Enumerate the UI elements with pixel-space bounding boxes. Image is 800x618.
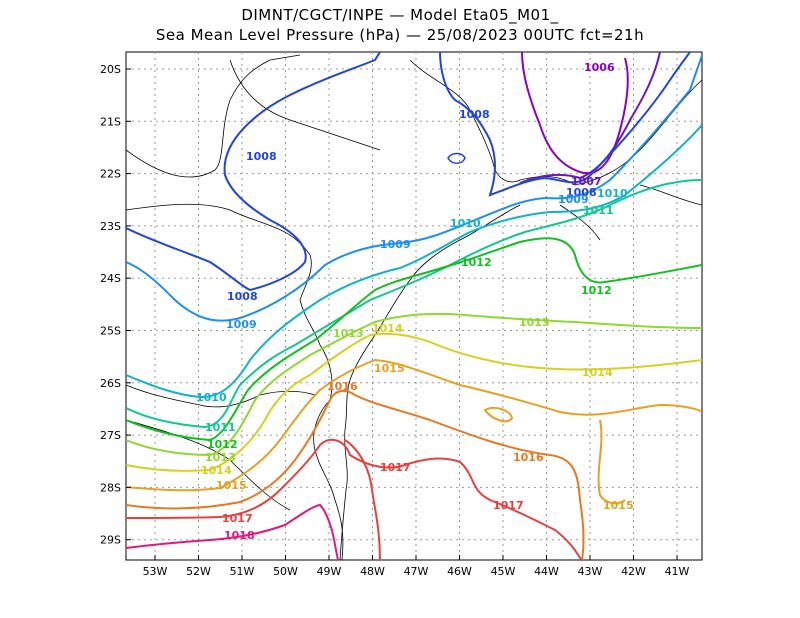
lon-tick-label: 41W (665, 565, 690, 578)
label-1010-a: 1010 (450, 217, 481, 230)
label-1015-a: 1015 (374, 362, 405, 375)
label-1008-d: 1008 (566, 186, 597, 199)
lat-tick-label: 25S (100, 325, 121, 338)
label-1007: 1007 (571, 175, 602, 188)
label-1008-b: 1008 (246, 150, 277, 163)
lat-tick-label: 27S (100, 429, 121, 442)
label-1014-b: 1014 (582, 366, 613, 379)
isobar-1009 (126, 54, 702, 322)
isobar-1013 (126, 312, 702, 457)
label-1011-b: 1011 (205, 421, 236, 434)
lat-tick-label: 29S (100, 534, 121, 547)
label-1012-c: 1012 (581, 284, 612, 297)
lon-tick-label: 51W (230, 565, 255, 578)
lat-tick-label: 24S (100, 272, 121, 285)
map-frame (125, 51, 703, 561)
label-1012-a: 1012 (461, 256, 492, 269)
isobar-1017-inner (344, 439, 381, 560)
lon-tick-label: 43W (578, 565, 603, 578)
lat-tick-label: 22S (100, 168, 121, 181)
lat-tick-label: 26S (100, 377, 121, 390)
isobar-1018 (126, 503, 339, 560)
label-1017-c: 1017 (222, 512, 253, 525)
chart-title-line1: DIMNT/CGCT/INPE — Model Eta05_M01_ (241, 6, 559, 24)
label-1012-b: 1012 (207, 438, 238, 451)
label-1017-a: 1017 (380, 461, 411, 474)
label-1014-a: 1014 (372, 322, 403, 335)
isobar-1008-oval (447, 152, 466, 164)
lat-tick-label: 20S (100, 63, 121, 76)
label-1009-c: 1009 (558, 193, 589, 206)
isobar-lines (126, 52, 702, 560)
lon-tick-label: 44W (534, 565, 559, 578)
label-1017-b: 1017 (493, 499, 524, 512)
isobar-1010 (126, 124, 702, 399)
label-1010-c: 1010 (597, 187, 628, 200)
label-1014-c: 1014 (201, 464, 232, 477)
label-1015-c: 1015 (603, 499, 634, 512)
label-1013-c: 1013 (205, 451, 236, 464)
label-1008-a: 1008 (459, 108, 490, 121)
label-1016-a: 1016 (327, 380, 358, 393)
latitude-tick-labels: 20S 21S 22S 23S 24S 25S 26S 27S 28S 29S (100, 63, 131, 547)
label-1013-a: 1013 (333, 327, 364, 340)
label-1016-b: 1016 (513, 451, 544, 464)
isobar-1011 (126, 179, 702, 429)
lon-tick-label: 48W (360, 565, 385, 578)
label-1018: 1018 (224, 529, 255, 542)
lat-tick-label: 28S (100, 481, 121, 494)
lat-tick-label: 21S (100, 115, 121, 128)
label-1008-c: 1008 (227, 290, 258, 303)
isobar-1006 (521, 52, 629, 175)
lat-tick-label: 23S (100, 220, 121, 233)
isobar-1008-north (126, 52, 381, 292)
isobar-1014 (126, 332, 702, 472)
isobar-1012 (126, 237, 702, 442)
lat-lon-grid (126, 52, 702, 560)
lon-tick-label: 47W (404, 565, 429, 578)
lon-tick-label: 46W (447, 565, 472, 578)
isobar-1015-east (483, 407, 514, 423)
label-1009-b: 1009 (226, 318, 257, 331)
lon-tick-label: 45W (491, 565, 516, 578)
lon-tick-label: 50W (273, 565, 298, 578)
label-1006: 1006 (584, 61, 615, 74)
chart-title-line2: Sea Mean Level Pressure (hPa) — 25/08/20… (155, 26, 645, 44)
isobar-1008-east (439, 52, 691, 197)
label-1009-a: 1009 (380, 238, 411, 251)
label-1013-b: 1013 (519, 316, 550, 329)
contour-labels: 1006 1007 1008 1008 1008 1008 1009 1009 … (196, 61, 634, 542)
isobar-1016 (126, 389, 585, 560)
longitude-tick-labels: 53W 52W 51W 50W 49W 48W 47W 46W 45W 44W 43W 42W 41W (143, 555, 690, 578)
isobar-1017 (126, 438, 583, 560)
lon-tick-label: 53W (143, 565, 168, 578)
lon-tick-label: 42W (621, 565, 646, 578)
label-1010-b: 1010 (196, 391, 227, 404)
lon-tick-label: 49W (317, 565, 342, 578)
lon-tick-label: 52W (186, 565, 211, 578)
label-1011-a: 1011 (583, 204, 614, 217)
label-1015-b: 1015 (216, 479, 247, 492)
isobar-1015 (126, 358, 702, 505)
